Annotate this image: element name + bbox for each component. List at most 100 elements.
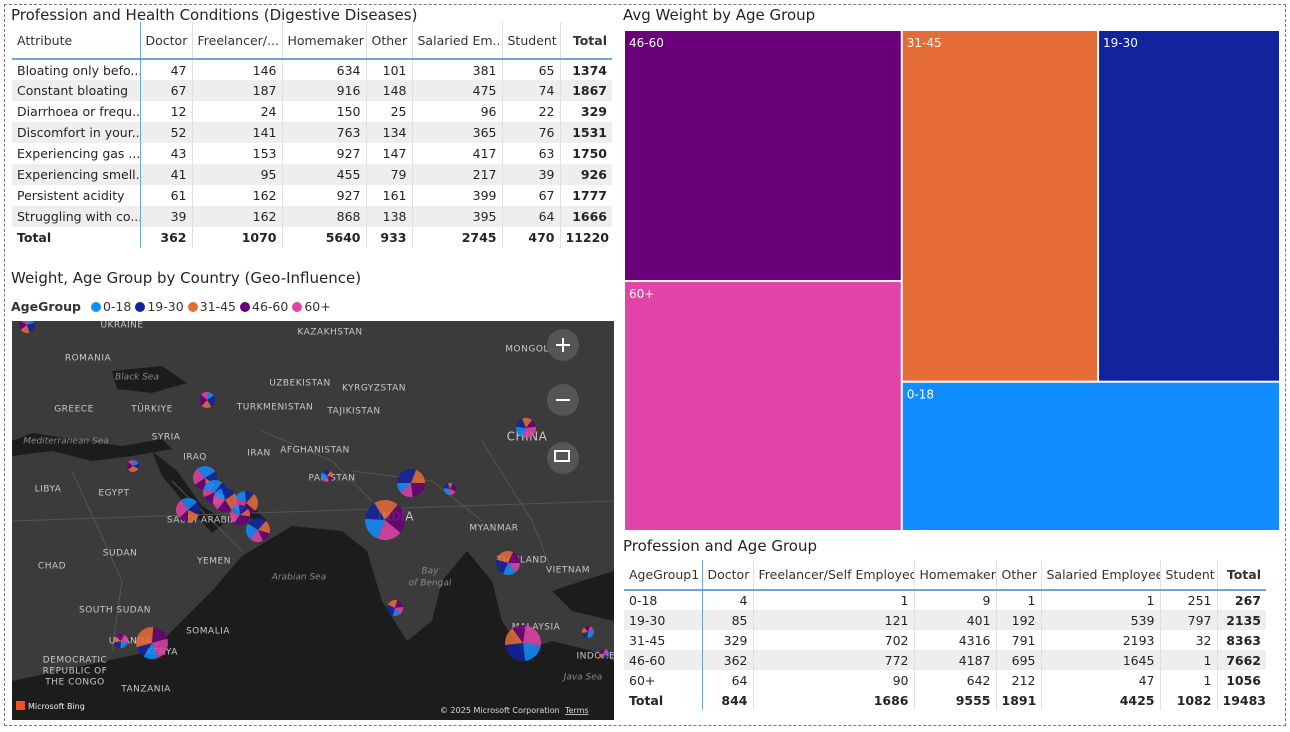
table-cell: 1070: [192, 227, 283, 248]
table-cell: 844: [702, 690, 754, 710]
table-cell: 1891: [996, 690, 1042, 710]
pie-slice: [203, 480, 223, 492]
pie-slice: [385, 504, 406, 533]
table-cell: 47: [1041, 670, 1161, 690]
table-cell: 329: [580, 104, 607, 119]
table-row: 0-18 4 1 9 1 1 251 267: [624, 590, 1266, 610]
pie-slice: [496, 551, 514, 563]
table-cell: 63: [502, 143, 561, 164]
table-cell: Experiencing smell...: [12, 164, 141, 185]
map-label: DEMOCRATIC: [43, 656, 108, 666]
table-cell: 76: [502, 122, 561, 143]
pie-slice: [136, 643, 152, 657]
map-button[interactable]: [547, 442, 579, 474]
terms-link[interactable]: Terms: [564, 706, 589, 715]
pie-slice: [121, 634, 128, 644]
pie-slice: [176, 499, 188, 518]
pie-slice: [522, 426, 536, 438]
table-cell: 1867: [560, 80, 612, 101]
pie-slice: [258, 530, 270, 541]
pie-slice: [143, 643, 159, 659]
treemap-tile: [901, 381, 1280, 531]
pie-slice: [327, 470, 334, 477]
map-label: SOUTH SUDAN: [79, 606, 151, 616]
table: Attribute Doctor Freelancer/... Homemaker Ot…: [12, 22, 612, 248]
map-water: [152, 451, 227, 533]
map-label: KYRGYZSTAN: [342, 384, 406, 394]
header-row: Attribute Doctor Freelancer/... Homemaker Ot…: [12, 22, 612, 60]
pie-slice: [19, 321, 27, 330]
table-cell: 147: [366, 143, 413, 164]
pie-slice: [400, 483, 413, 497]
table-cell: 150: [282, 101, 367, 122]
table-cell: 32: [1160, 630, 1218, 650]
table-cell: Persistent acidity: [12, 185, 141, 206]
pie-slice: [377, 520, 401, 540]
map-pie: [199, 392, 215, 408]
button-icon: [554, 450, 570, 462]
pie-slice: [444, 483, 450, 489]
map-pie: [582, 626, 594, 638]
pie-slice: [204, 492, 215, 504]
table-cell: 8363: [1226, 632, 1261, 648]
pie-slice: [447, 483, 453, 489]
attribution: Microsoft Bing: [28, 702, 85, 711]
button-bg: [547, 442, 579, 474]
treemap-title: Avg Weight by Age Group: [623, 6, 816, 24]
table-cell: 7662: [1217, 650, 1266, 670]
table-cell: 475: [412, 80, 503, 101]
map-pie: [246, 518, 270, 542]
tile-label: 46-60: [629, 36, 664, 50]
table-cell: 25: [366, 101, 413, 122]
pie-slice: [526, 420, 536, 428]
map[interactable]: UKRAINE ROMANIA KAZAKHSTAN MONGOLIA Black Se…: [12, 321, 614, 720]
column-header: Freelancer/...: [192, 22, 283, 60]
treemap-tile: [901, 30, 1099, 382]
pie-slice: [199, 394, 207, 406]
map-pie: [365, 500, 406, 540]
pie-slice: [250, 530, 263, 542]
map-pie: [230, 505, 250, 525]
table-cell: Total: [624, 690, 703, 710]
pie-slice: [395, 600, 403, 608]
table-cell: 1645: [1041, 650, 1161, 670]
pie-slice: [444, 487, 450, 495]
column-header: Other: [996, 560, 1042, 591]
map-label: VIETNAM: [546, 566, 590, 576]
table-cell: 399: [412, 185, 503, 206]
map-button[interactable]: [547, 329, 579, 361]
table-cell: 329: [702, 630, 754, 650]
table-cell: 9: [914, 590, 997, 610]
map-label: MYANMAR: [469, 524, 518, 534]
pie-slice: [327, 476, 333, 482]
table-cell: 0-18: [624, 590, 703, 610]
table-cell: 927: [282, 143, 367, 164]
pie-slice: [397, 482, 411, 493]
table-cell: 1: [996, 590, 1042, 610]
table-cell: 695: [996, 650, 1042, 670]
table-cell: 24: [192, 101, 283, 122]
map-label: REPUBLIC OF: [43, 667, 108, 677]
map-label: ROMANIA: [65, 354, 112, 364]
table: AgeGroup1 Doctor Freelancer/Self Employed H…: [624, 560, 1266, 710]
legend-swatch: [135, 302, 146, 312]
button-icon: [556, 338, 570, 352]
table-cell: 67: [140, 80, 193, 101]
table-cell: Discomfort in your...: [12, 122, 141, 143]
table-cell: Bloating only befo...: [12, 59, 141, 80]
table-cell: Experiencing gas ...: [12, 143, 141, 164]
legend-label: 46-60: [252, 299, 289, 314]
bing-logo: [16, 701, 25, 710]
pie-slice: [604, 652, 609, 657]
pie-slice: [178, 510, 188, 522]
pie-slice: [20, 325, 30, 333]
map-label: Bay: [421, 567, 439, 577]
table-row: Persistent acidity 61 162 927 161 399 67 1777: [12, 185, 612, 206]
pie-slice: [599, 653, 604, 659]
column-header: Salaried Em...: [412, 22, 503, 60]
table-row: Constant bloating 67 187 916 148 475 74 1867: [12, 80, 612, 101]
pie-slice: [582, 627, 588, 633]
table-cell: Diarrhoea or frequ...: [12, 101, 141, 122]
map-button[interactable]: [547, 384, 579, 416]
table-cell: 2135: [1217, 610, 1266, 630]
